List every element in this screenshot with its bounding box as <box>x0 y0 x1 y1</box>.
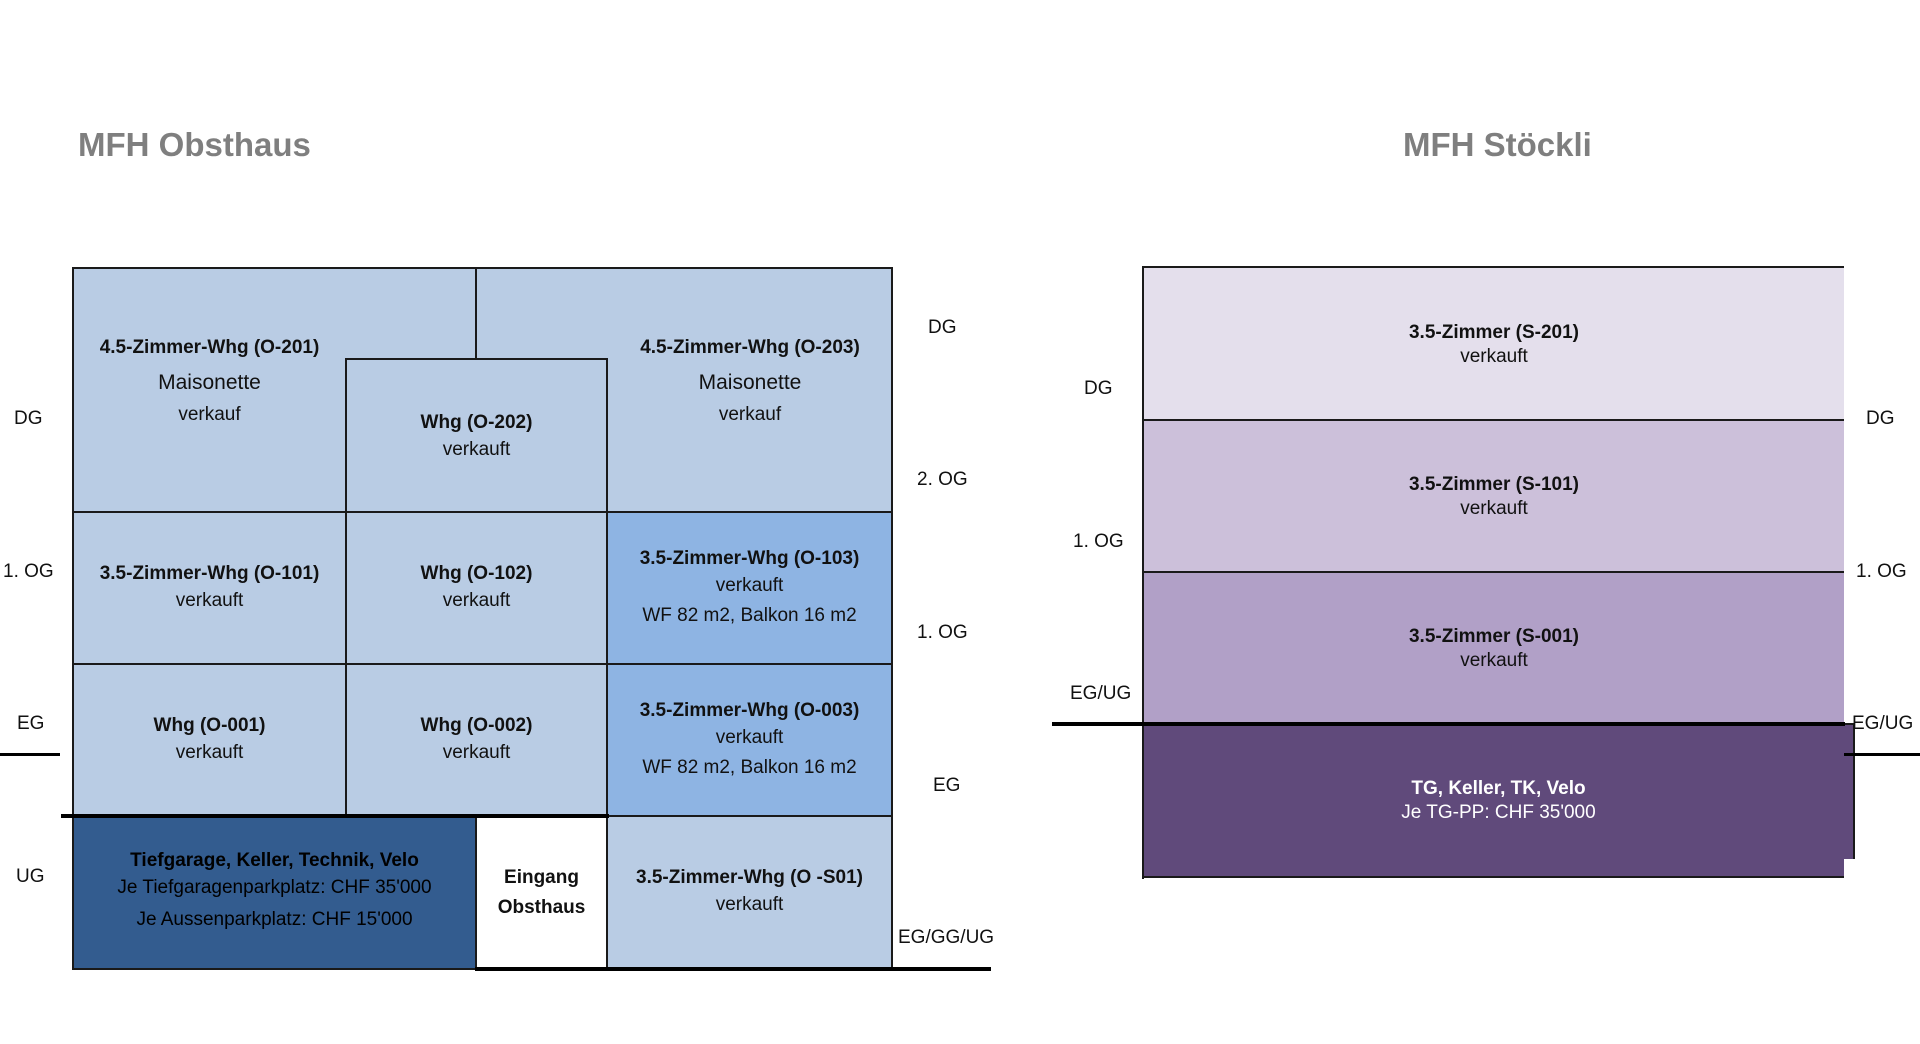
unit-os01: 3.5-Zimmer-Whg (O -S01) verkauft <box>606 815 893 970</box>
unit-o101-name: 3.5-Zimmer-Whg (O-101) <box>99 562 320 584</box>
eingang-line1: Eingang <box>504 866 579 888</box>
unit-o001-status: verkauft <box>175 741 244 763</box>
unit-o202: Whg (O-202) verkauft <box>345 358 608 514</box>
unit-o101: 3.5-Zimmer-Whg (O-101) verkauft <box>72 511 347 665</box>
ground-line-right <box>1844 753 1920 756</box>
unit-o002: Whg (O-002) verkauft <box>345 663 608 817</box>
unit-o201-status: verkauf <box>178 404 241 425</box>
unit-s201: 3.5-Zimmer (S-201) verkauft <box>1144 266 1844 421</box>
ground-line-stoeckli <box>1052 722 1845 726</box>
unit-o102: Whg (O-102) verkauft <box>345 511 608 665</box>
ground-line-left <box>0 753 60 756</box>
unit-o203-text: 4.5-Zimmer-Whg (O-203) Maisonette verkau… <box>607 328 893 432</box>
eingang-obsthaus: Eingang Obsthaus <box>475 815 608 970</box>
obsthaus-floor-label-eg: EG <box>17 713 45 734</box>
unit-s201-status: verkauft <box>1460 345 1528 367</box>
unit-s101-name: 3.5-Zimmer (S-101) <box>1408 474 1579 495</box>
obsthaus-floor-label-ug: UG <box>16 866 45 887</box>
obsthaus-right-label-2og: 2. OG <box>917 469 968 490</box>
unit-o203-type: Maisonette <box>698 371 802 394</box>
obsthaus-right-label-eg: EG <box>933 775 961 796</box>
unit-s201-name: 3.5-Zimmer (S-201) <box>1408 321 1579 343</box>
unit-o002-status: verkauft <box>442 741 511 763</box>
obsthaus-floor-label-dg: DG <box>14 408 43 429</box>
tiefgarage-price-tg: Je Tiefgaragenparkplatz: CHF 35'000 <box>117 877 432 898</box>
stoeckli-right-label-dg: DG <box>1866 408 1895 429</box>
unit-o103-status: verkauft <box>715 574 784 596</box>
unit-o003-name: 3.5-Zimmer-Whg (O-003) <box>639 699 860 721</box>
unit-o101-status: verkauft <box>175 589 244 611</box>
unit-o003-area: WF 82 m2, Balkon 16 m2 <box>642 756 857 778</box>
stoeckli-tg-price: Je TG-PP: CHF 35'000 <box>1401 801 1596 823</box>
tiefgarage-name: Tiefgarage, Keller, Technik, Velo <box>130 850 419 871</box>
unit-stoeckli-tg: TG, Keller, TK, Velo Je TG-PP: CHF 35'00… <box>1144 723 1855 878</box>
ground-line-street <box>475 967 991 971</box>
stoeckli-right-label-1og: 1. OG <box>1856 561 1907 582</box>
unit-o103-name: 3.5-Zimmer-Whg (O-103) <box>639 547 860 569</box>
tiefgarage-price-aussen: Je Aussenparkplatz: CHF 15'000 <box>136 909 413 930</box>
unit-o003: 3.5-Zimmer-Whg (O-003) verkauft WF 82 m2… <box>606 663 893 817</box>
unit-o202-name: Whg (O-202) <box>420 411 533 433</box>
unit-o103-area: WF 82 m2, Balkon 16 m2 <box>642 604 857 626</box>
unit-s001-status: verkauft <box>1460 650 1528 671</box>
obsthaus-right-label-dg: DG <box>928 317 957 338</box>
unit-o202-status: verkauft <box>442 438 511 460</box>
stoeckli-left-wall <box>1142 266 1144 879</box>
unit-o102-status: verkauft <box>442 589 511 611</box>
obsthaus-floor-label-1og: 1. OG <box>3 561 54 582</box>
unit-o201-name: 4.5-Zimmer-Whg (O-201) <box>99 337 320 358</box>
unit-s101: 3.5-Zimmer (S-101) verkauft <box>1144 419 1844 573</box>
unit-os01-name: 3.5-Zimmer-Whg (O -S01) <box>636 867 863 888</box>
unit-os01-status: verkauft <box>715 894 784 915</box>
stoeckli-right-label-egug: EG/UG <box>1852 713 1914 734</box>
eingang-line2: Obsthaus <box>497 896 586 918</box>
unit-o002-name: Whg (O-002) <box>420 714 533 736</box>
unit-o003-status: verkauft <box>715 726 784 748</box>
stoeckli-tg-name: TG, Keller, TK, Velo <box>1411 777 1586 799</box>
unit-o103: 3.5-Zimmer-Whg (O-103) verkauft WF 82 m2… <box>606 511 893 665</box>
unit-o001-name: Whg (O-001) <box>153 714 266 736</box>
unit-s101-status: verkauft <box>1460 498 1528 519</box>
stoeckli-left-label-1og: 1. OG <box>1073 531 1124 552</box>
ground-line-obsthaus <box>61 814 609 818</box>
stoeckli-left-label-dg: DG <box>1084 378 1113 399</box>
unit-o203-name: 4.5-Zimmer-Whg (O-203) <box>640 337 860 358</box>
stoeckli-left-label-egug: EG/UG <box>1070 683 1132 704</box>
unit-o102-name: Whg (O-102) <box>420 562 533 584</box>
unit-s001: 3.5-Zimmer (S-001) verkauft <box>1144 571 1844 725</box>
stoeckli-tg-notch <box>1844 859 1855 879</box>
unit-tiefgarage: Tiefgarage, Keller, Technik, Velo Je Tie… <box>72 815 477 970</box>
stoeckli-title: MFH Stöckli <box>1403 126 1592 163</box>
unit-o001: Whg (O-001) verkauft <box>72 663 347 817</box>
obsthaus-right-label-1og: 1. OG <box>917 622 968 643</box>
unit-o201-type: Maisonette <box>158 371 261 394</box>
obsthaus-title: MFH Obsthaus <box>78 126 311 163</box>
unit-s001-name: 3.5-Zimmer (S-001) <box>1408 626 1579 647</box>
unit-o203-status: verkauf <box>718 404 782 425</box>
obsthaus-right-label-egggug: EG/GG/UG <box>898 927 995 948</box>
unit-o201-text: 4.5-Zimmer-Whg (O-201) Maisonette verkau… <box>72 328 347 432</box>
